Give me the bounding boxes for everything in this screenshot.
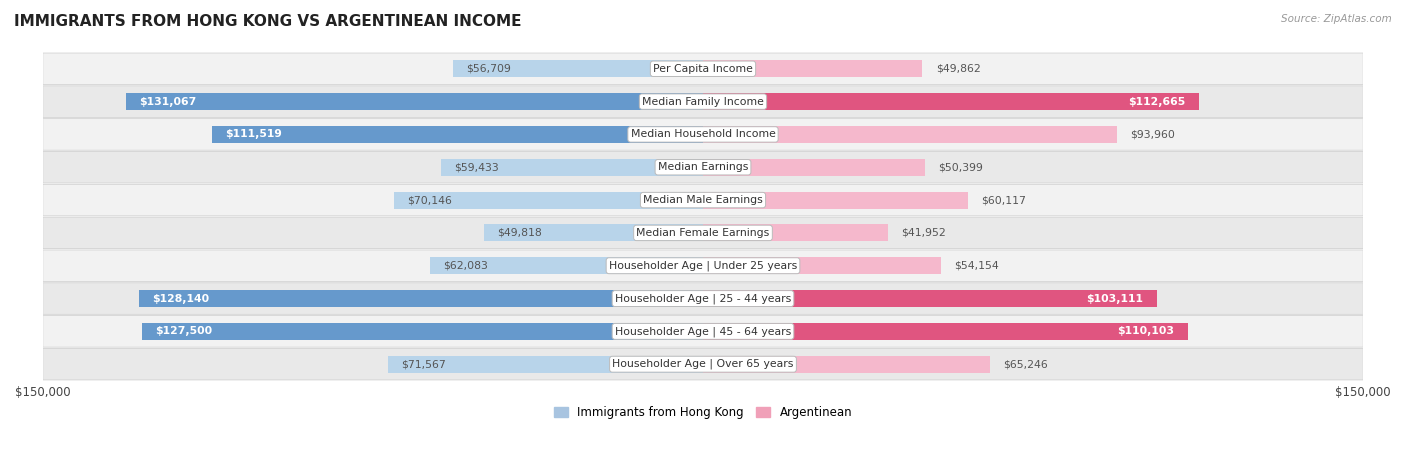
Bar — [703, 159, 925, 176]
FancyBboxPatch shape — [42, 316, 1364, 347]
Text: $50,399: $50,399 — [938, 162, 983, 172]
FancyBboxPatch shape — [42, 283, 1364, 314]
Text: Median Male Earnings: Median Male Earnings — [643, 195, 763, 205]
FancyBboxPatch shape — [42, 184, 1364, 216]
Text: $111,519: $111,519 — [225, 129, 283, 140]
Text: $103,111: $103,111 — [1087, 294, 1143, 304]
Text: $131,067: $131,067 — [139, 97, 197, 106]
Text: Median Family Income: Median Family Income — [643, 97, 763, 106]
Text: $65,246: $65,246 — [1004, 359, 1047, 369]
FancyBboxPatch shape — [42, 217, 1364, 248]
Text: Source: ZipAtlas.com: Source: ZipAtlas.com — [1281, 14, 1392, 24]
Text: $60,117: $60,117 — [981, 195, 1025, 205]
Text: $127,500: $127,500 — [155, 326, 212, 336]
FancyBboxPatch shape — [42, 119, 1364, 150]
Bar — [703, 224, 887, 241]
Text: Householder Age | Under 25 years: Householder Age | Under 25 years — [609, 261, 797, 271]
Bar — [139, 290, 703, 307]
Bar — [453, 60, 703, 78]
FancyBboxPatch shape — [42, 348, 1364, 380]
FancyBboxPatch shape — [42, 250, 1364, 282]
Text: $54,154: $54,154 — [955, 261, 1000, 271]
Bar — [394, 191, 703, 209]
Bar — [142, 323, 703, 340]
Text: Householder Age | Over 65 years: Householder Age | Over 65 years — [612, 359, 794, 369]
Bar — [430, 257, 703, 274]
Text: $93,960: $93,960 — [1130, 129, 1174, 140]
Text: Median Earnings: Median Earnings — [658, 162, 748, 172]
Text: Median Household Income: Median Household Income — [630, 129, 776, 140]
Text: Per Capita Income: Per Capita Income — [652, 64, 754, 74]
Bar — [212, 126, 703, 143]
Text: $49,862: $49,862 — [935, 64, 980, 74]
Text: $49,818: $49,818 — [496, 228, 541, 238]
Bar — [484, 224, 703, 241]
Bar — [703, 60, 922, 78]
Text: IMMIGRANTS FROM HONG KONG VS ARGENTINEAN INCOME: IMMIGRANTS FROM HONG KONG VS ARGENTINEAN… — [14, 14, 522, 29]
Text: Householder Age | 25 - 44 years: Householder Age | 25 - 44 years — [614, 293, 792, 304]
Bar — [703, 323, 1188, 340]
Bar — [703, 290, 1157, 307]
Text: $70,146: $70,146 — [408, 195, 453, 205]
Legend: Immigrants from Hong Kong, Argentinean: Immigrants from Hong Kong, Argentinean — [550, 402, 856, 424]
Text: $56,709: $56,709 — [467, 64, 512, 74]
Bar — [703, 93, 1199, 110]
Text: $62,083: $62,083 — [443, 261, 488, 271]
FancyBboxPatch shape — [42, 86, 1364, 117]
Bar — [703, 257, 942, 274]
Bar — [703, 126, 1116, 143]
Text: $41,952: $41,952 — [901, 228, 946, 238]
Bar — [703, 191, 967, 209]
Bar — [388, 356, 703, 373]
Text: Median Female Earnings: Median Female Earnings — [637, 228, 769, 238]
Text: $112,665: $112,665 — [1129, 97, 1185, 106]
Text: $59,433: $59,433 — [454, 162, 499, 172]
FancyBboxPatch shape — [42, 53, 1364, 85]
Text: Householder Age | 45 - 64 years: Householder Age | 45 - 64 years — [614, 326, 792, 337]
Text: $110,103: $110,103 — [1118, 326, 1174, 336]
Text: $71,567: $71,567 — [401, 359, 446, 369]
FancyBboxPatch shape — [42, 151, 1364, 183]
Bar — [441, 159, 703, 176]
Text: $128,140: $128,140 — [152, 294, 209, 304]
Bar — [127, 93, 703, 110]
Bar — [703, 356, 990, 373]
